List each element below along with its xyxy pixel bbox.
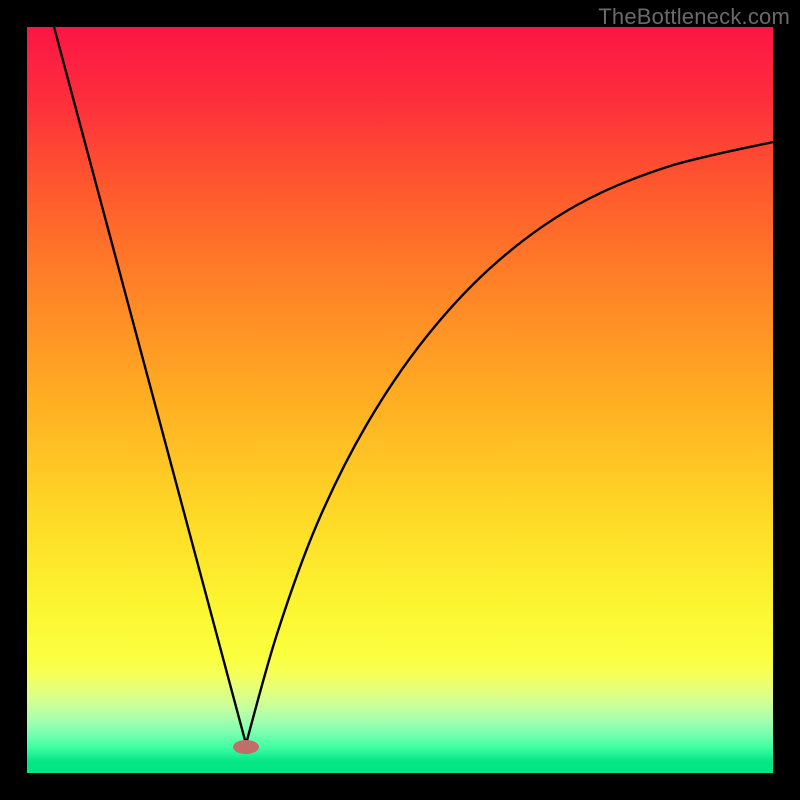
chart-background bbox=[27, 27, 773, 773]
optimal-marker bbox=[233, 740, 259, 754]
watermark-label: TheBottleneck.com bbox=[598, 4, 790, 30]
bottleneck-chart-svg bbox=[27, 27, 773, 773]
plot-area bbox=[27, 27, 773, 773]
chart-frame: TheBottleneck.com bbox=[0, 0, 800, 800]
